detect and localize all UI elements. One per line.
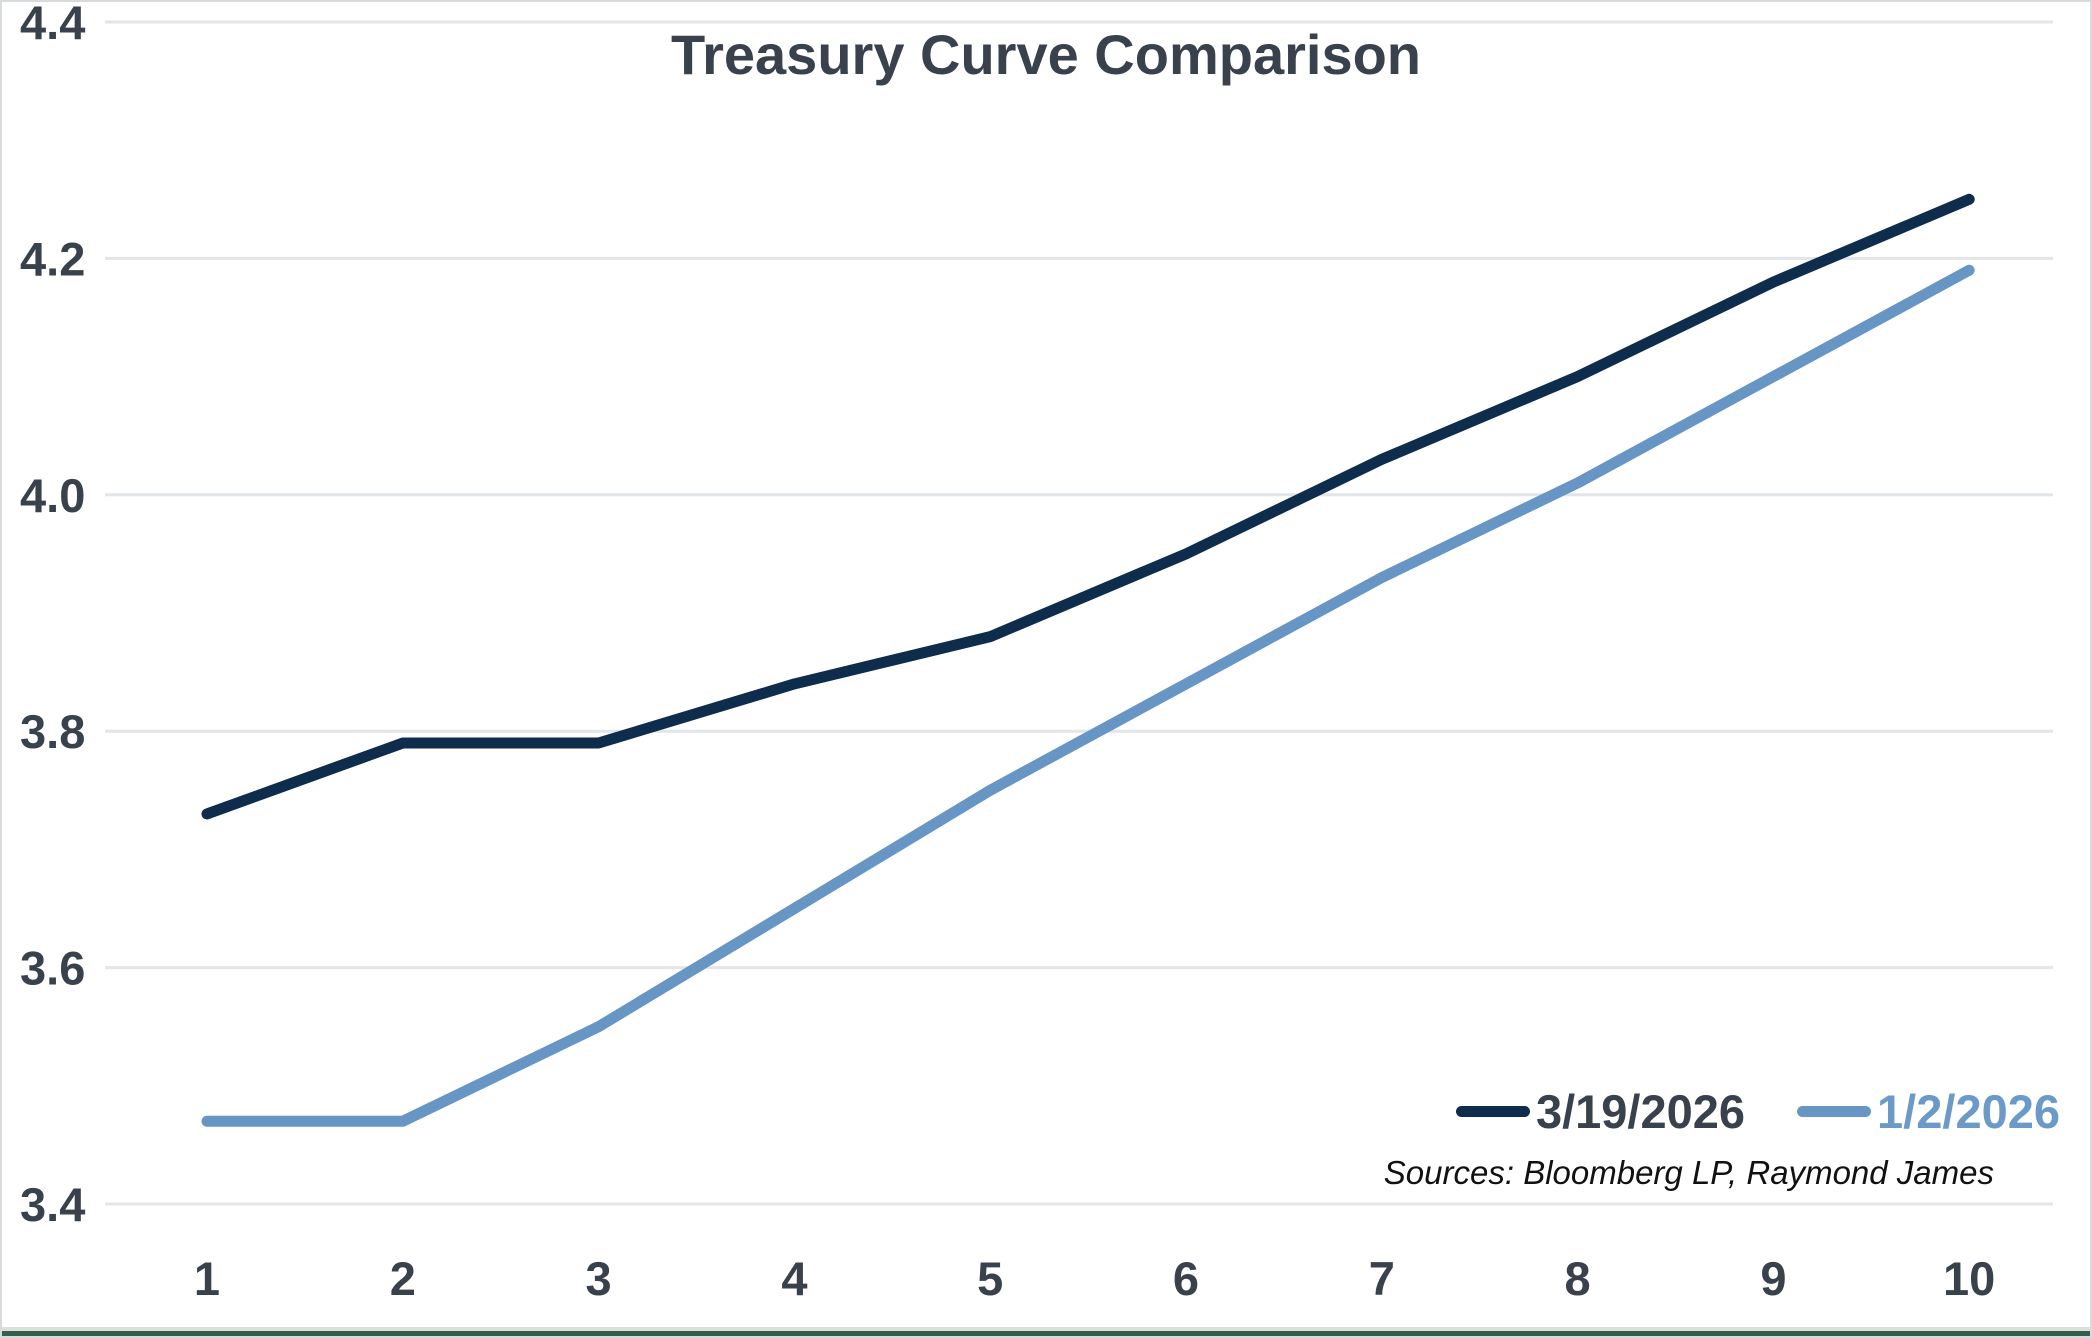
x-axis-label-8: 8	[1565, 1252, 1591, 1305]
bottom-band-green	[2, 1331, 2090, 1336]
x-axis-label-10: 10	[1943, 1252, 1995, 1305]
legend-swatch-dark-line	[1455, 1106, 1530, 1117]
chart-title: Treasury Curve Comparison	[670, 23, 1422, 86]
x-axis-label-3: 3	[586, 1252, 612, 1305]
x-axis-label-5: 5	[977, 1252, 1003, 1305]
x-axis-label-6: 6	[1173, 1252, 1199, 1305]
x-axis-label-1: 1	[194, 1252, 220, 1305]
x-axis-label-9: 9	[1760, 1252, 1786, 1305]
legend-item-series-1: 3/19/2026	[1455, 1084, 1746, 1139]
x-axis-label-4: 4	[781, 1252, 807, 1305]
y-axis-label-3.8: 3.8	[20, 705, 85, 758]
y-axis-label-3.6: 3.6	[20, 942, 85, 995]
bottom-band-light	[2, 1327, 2090, 1331]
y-axis-label-4.4: 4.4	[20, 2, 85, 49]
legend-item-series-2: 1/2/2026	[1797, 1084, 2060, 1139]
legend-label-series-2: 1/2/2026	[1877, 1085, 2060, 1138]
y-axis-label-3.4: 3.4	[20, 1178, 85, 1231]
y-axis-label-4.0: 4.0	[20, 469, 85, 522]
legend-label-series-1: 3/19/2026	[1535, 1085, 1746, 1138]
y-axis-label-4.2: 4.2	[20, 232, 85, 285]
legend: 3/19/2026 1/2/2026	[1455, 1084, 2060, 1139]
source-note: Sources: Bloomberg LP, Raymond James	[1383, 1154, 1994, 1191]
series-line-3-19-2026	[201, 193, 1975, 820]
x-axis-label-2: 2	[390, 1252, 416, 1305]
x-axis-label-7: 7	[1369, 1252, 1395, 1305]
series-line-1-2-2026	[201, 264, 1975, 1127]
legend-swatch-light-line	[1797, 1106, 1872, 1117]
